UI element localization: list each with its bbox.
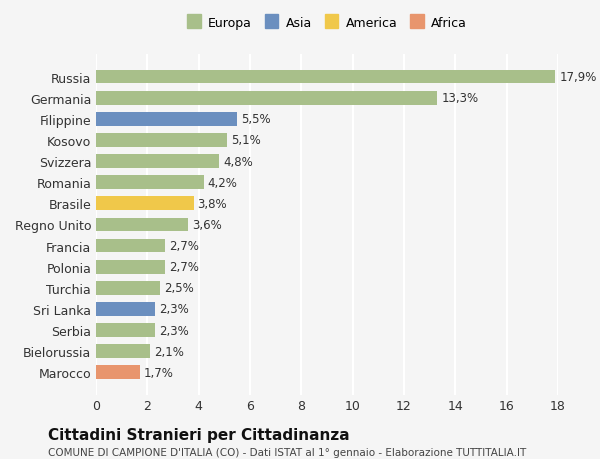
- Text: 5,1%: 5,1%: [231, 134, 260, 147]
- Bar: [96, 260, 166, 274]
- Text: 2,7%: 2,7%: [169, 240, 199, 252]
- Text: Cittadini Stranieri per Cittadinanza: Cittadini Stranieri per Cittadinanza: [48, 427, 350, 442]
- Bar: [96, 134, 227, 147]
- Text: COMUNE DI CAMPIONE D'ITALIA (CO) - Dati ISTAT al 1° gennaio - Elaborazione TUTTI: COMUNE DI CAMPIONE D'ITALIA (CO) - Dati …: [48, 448, 526, 458]
- Bar: [96, 302, 155, 316]
- Text: 13,3%: 13,3%: [441, 92, 478, 105]
- Bar: [96, 92, 437, 105]
- Text: 1,7%: 1,7%: [143, 366, 173, 379]
- Bar: [96, 345, 150, 358]
- Bar: [96, 218, 188, 232]
- Bar: [96, 197, 194, 211]
- Bar: [96, 324, 155, 337]
- Bar: [96, 281, 160, 295]
- Text: 3,6%: 3,6%: [192, 218, 222, 231]
- Text: 17,9%: 17,9%: [559, 71, 596, 84]
- Bar: [96, 366, 140, 379]
- Bar: [96, 112, 237, 126]
- Text: 4,8%: 4,8%: [223, 155, 253, 168]
- Text: 2,7%: 2,7%: [169, 261, 199, 274]
- Bar: [96, 155, 219, 168]
- Text: 5,5%: 5,5%: [241, 113, 271, 126]
- Bar: [96, 239, 166, 253]
- Bar: [96, 176, 204, 190]
- Text: 2,3%: 2,3%: [159, 324, 188, 337]
- Text: 4,2%: 4,2%: [208, 176, 238, 189]
- Text: 2,3%: 2,3%: [159, 303, 188, 316]
- Text: 3,8%: 3,8%: [197, 197, 227, 210]
- Text: 2,5%: 2,5%: [164, 282, 194, 295]
- Text: 2,1%: 2,1%: [154, 345, 184, 358]
- Bar: [96, 71, 556, 84]
- Legend: Europa, Asia, America, Africa: Europa, Asia, America, Africa: [187, 17, 467, 30]
